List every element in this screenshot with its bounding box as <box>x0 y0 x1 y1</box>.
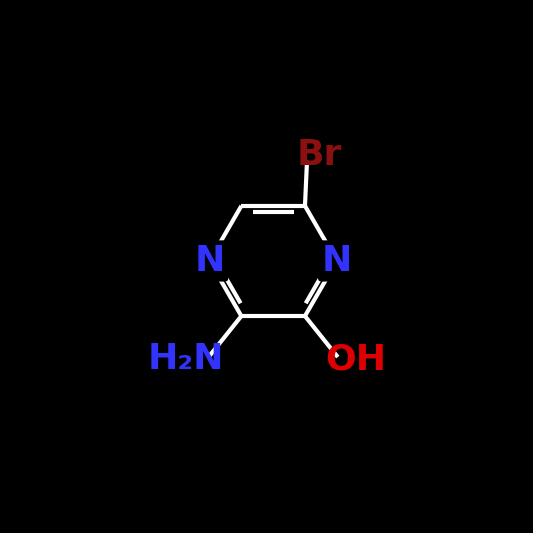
Text: H₂N: H₂N <box>148 342 224 376</box>
Text: N: N <box>321 244 352 278</box>
Text: Br: Br <box>297 138 342 172</box>
Text: OH: OH <box>326 342 387 376</box>
Text: N: N <box>195 244 225 278</box>
